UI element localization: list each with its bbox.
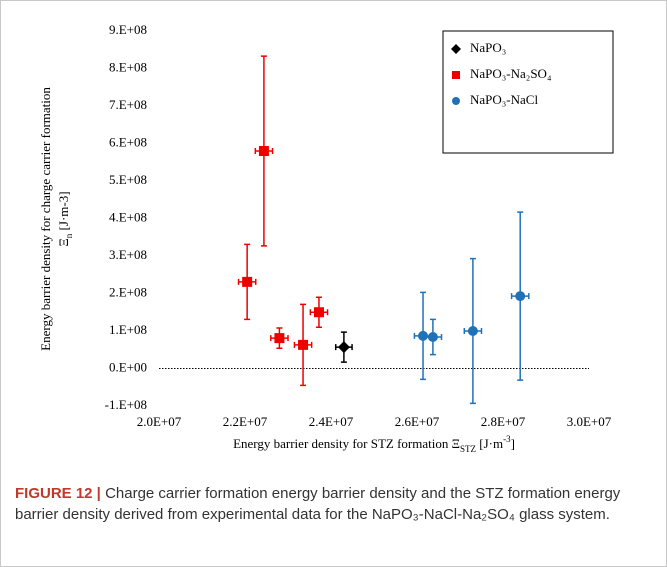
caption: FIGURE 12 | Charge carrier formation ene…: [15, 483, 651, 525]
point: [515, 291, 526, 302]
legend-box: [442, 30, 614, 154]
y-tick-label: 9.E+08: [109, 22, 147, 37]
point: [298, 339, 309, 350]
y-tick-label: -1.E+08: [105, 397, 147, 412]
y-tick-label: 6.E+08: [109, 134, 147, 149]
legend-marker: [452, 97, 460, 105]
caption-text: Charge carrier formation energy barrier …: [15, 485, 621, 523]
y-tick-label: 7.E+08: [109, 97, 147, 112]
point: [313, 307, 324, 318]
point: [427, 332, 438, 342]
y-axis-label: Ξn [J·m-3]: [56, 191, 74, 246]
point: [467, 326, 478, 336]
legend-marker: [451, 44, 461, 54]
x-tick-label: 2.2E+07: [223, 414, 268, 429]
y-tick-label: 3.E+08: [109, 247, 147, 262]
y-tick-label: 8.E+08: [109, 59, 147, 74]
x-tick-label: 3.0E+07: [567, 414, 612, 429]
label-part: STZ: [460, 444, 476, 454]
x-tick-label: 2.8E+07: [481, 414, 526, 429]
point: [418, 330, 429, 341]
x-tick-label: 2.4E+07: [309, 414, 354, 429]
y-tick-label: 4.E+08: [109, 209, 147, 224]
label-part: [J·m-3]: [56, 191, 71, 233]
point: [274, 333, 285, 344]
y-axis-label: Energy barrier density for charge carrie…: [38, 87, 53, 351]
point: [258, 146, 269, 156]
x-tick-label: 2.0E+07: [137, 414, 182, 429]
label-part: n: [64, 233, 74, 238]
legend-label: NaPO₃-NaCl: [470, 92, 538, 107]
label-part: [J·m: [476, 436, 503, 451]
legend-label: NaPO₃-Na₂SO₄: [470, 66, 552, 81]
legend-label: NaPO₃: [470, 40, 506, 55]
label-part: ]: [511, 436, 515, 451]
point: [242, 276, 253, 287]
x-tick-label: 2.6E+07: [395, 414, 440, 429]
y-tick-label: 5.E+08: [109, 172, 147, 187]
legend-marker: [452, 71, 460, 79]
y-tick-label: 1.E+08: [109, 322, 147, 337]
chart: -1.E+08 0.E+00 1.E+08 2.E+08 3.E+08 4.E+08 5.E…: [38, 22, 614, 454]
y-tick-label: 0.E+00: [109, 359, 147, 374]
label-part: Ξ: [56, 238, 71, 246]
point: [337, 341, 350, 354]
y-tick-label: 2.E+08: [109, 284, 147, 299]
label-part: -3: [503, 434, 511, 444]
x-axis-label: Energy barrier density for STZ formation…: [233, 434, 515, 454]
caption-label: FIGURE 12 |: [15, 485, 101, 502]
label-part: Energy barrier density for STZ formation…: [233, 436, 460, 451]
